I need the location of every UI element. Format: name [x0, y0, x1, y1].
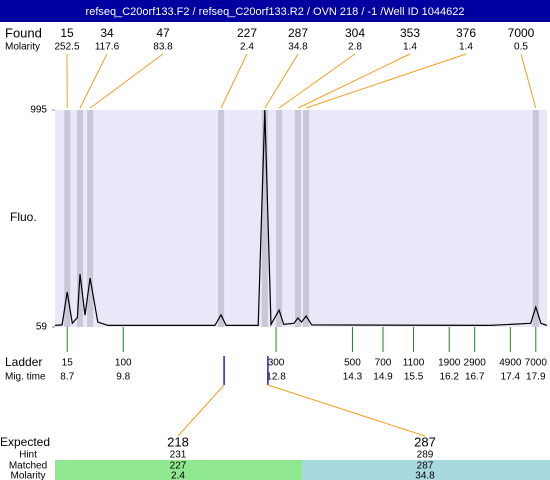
found-connector — [220, 53, 248, 109]
ladder-mig-time: 15.5 — [404, 372, 424, 383]
ladder-size: 500 — [344, 358, 361, 369]
found-connector — [305, 53, 467, 109]
found-label: Found — [5, 25, 42, 40]
ladder-mig-time: 17.4 — [501, 372, 521, 383]
peak-band — [294, 110, 301, 327]
expected-matched: 227 — [170, 461, 187, 472]
ladder-mig-time: 16.2 — [439, 372, 459, 383]
ladder-mig-time: 12.8 — [266, 372, 286, 383]
ladder-size: 15 — [62, 358, 74, 369]
found-size: 376 — [456, 26, 476, 40]
found-size: 227 — [237, 26, 257, 40]
ladder-mig-time: 14.9 — [373, 372, 393, 383]
expected-size: 218 — [167, 434, 189, 449]
found-molarity: 2.4 — [240, 42, 254, 53]
peak-band — [64, 110, 71, 327]
ladder-size: 1100 — [403, 358, 425, 369]
peak-band — [303, 110, 310, 327]
title: refseq_C20orf133.F2 / refseq_C20orf133.R… — [86, 6, 465, 18]
ladder-size: 4900 — [499, 358, 522, 369]
expected-matched: 287 — [417, 461, 434, 472]
found-molarity: 34.8 — [288, 42, 308, 53]
found-connector — [89, 53, 164, 109]
expected-molarity: 34.8 — [415, 471, 435, 480]
ladder-label: Ladder — [5, 355, 42, 369]
found-molarity: 2.8 — [348, 42, 362, 53]
ladder-size: 2900 — [464, 358, 487, 369]
ladder-size: 700 — [375, 358, 392, 369]
found-connector — [297, 53, 411, 109]
y-tick-label: 59 — [36, 322, 48, 333]
molarity-label: Molarity — [10, 471, 45, 480]
expected-connector — [177, 384, 225, 437]
ladder-mig-time: 16.7 — [465, 372, 485, 383]
ladder-size: 1900 — [438, 358, 461, 369]
molarity-label: Molarity — [5, 42, 40, 53]
plot-area — [55, 110, 547, 327]
found-connector — [520, 53, 537, 109]
peak-band — [87, 110, 94, 327]
peak-band — [532, 110, 539, 327]
found-connector — [264, 53, 299, 109]
found-size: 34 — [100, 26, 114, 40]
found-connector — [278, 53, 356, 109]
y-label: Fluo. — [10, 210, 37, 224]
ladder-size: 100 — [115, 358, 132, 369]
found-size: 304 — [345, 26, 365, 40]
peak-band — [76, 110, 83, 327]
found-molarity: 83.8 — [153, 42, 173, 53]
y-tick-label: 995 — [30, 105, 47, 116]
found-molarity: 1.4 — [403, 42, 417, 53]
found-molarity: 1.4 — [459, 42, 473, 53]
found-molarity: 0.5 — [514, 42, 528, 53]
ladder-size: 300 — [268, 358, 285, 369]
expected-hint: 231 — [170, 450, 187, 461]
found-molarity: 252.5 — [54, 42, 79, 53]
found-size: 353 — [400, 26, 420, 40]
found-size: 287 — [288, 26, 308, 40]
found-size: 7000 — [508, 26, 535, 40]
mig-label: Mig. time — [5, 372, 46, 383]
ladder-mig-time: 17.9 — [526, 372, 546, 383]
found-size: 47 — [156, 26, 170, 40]
expected-hint: 289 — [417, 450, 434, 461]
expected-size: 287 — [414, 434, 436, 449]
hint-label: Hint — [19, 450, 37, 461]
ladder-mig-time: 14.3 — [343, 372, 363, 383]
title-bar — [0, 0, 550, 22]
found-connector — [79, 53, 108, 109]
found-size: 15 — [60, 26, 74, 40]
matched-cell — [55, 460, 302, 480]
ladder-size: 7000 — [525, 358, 548, 369]
expected-molarity: 2.4 — [171, 471, 185, 480]
ladder-mig-time: 8.7 — [60, 372, 74, 383]
peak-band — [218, 110, 225, 327]
matched-label: Matched — [9, 461, 47, 472]
matched-cell — [302, 460, 550, 480]
expected-label: Expected — [0, 435, 50, 449]
trace — [54, 109, 548, 327]
expected-connector — [267, 384, 426, 437]
found-molarity: 117.6 — [95, 42, 120, 53]
peak-band — [261, 110, 268, 327]
peak-band — [276, 110, 283, 327]
ladder-mig-time: 9.8 — [116, 372, 130, 383]
